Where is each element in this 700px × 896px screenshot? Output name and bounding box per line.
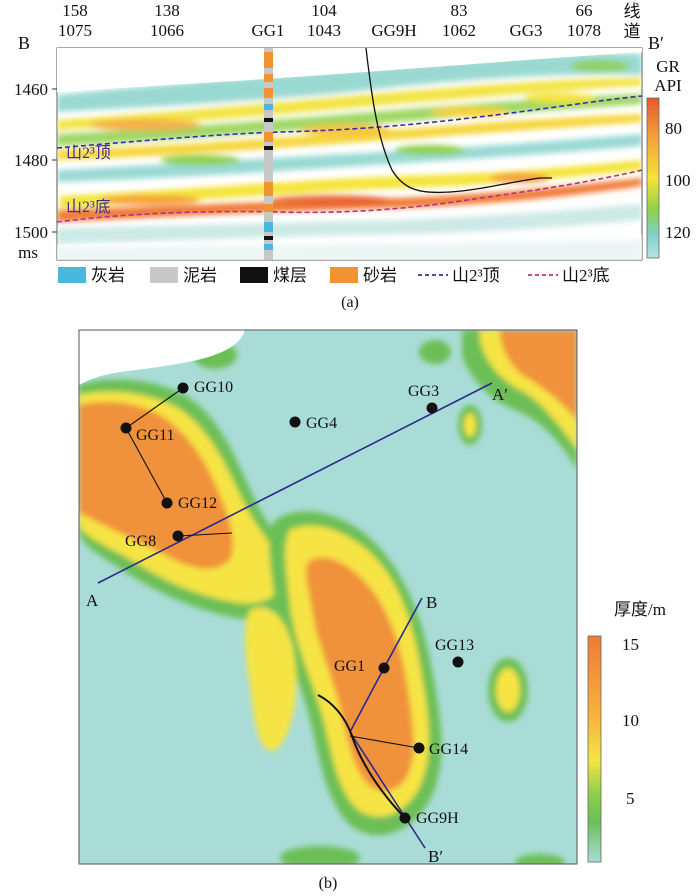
well-label-gg9h: GG9H [371,21,416,40]
trace-top-label: 83 [451,1,468,20]
panel-b: GG10 GG11 GG12 GG8 GG4 GG3 GG1 GG13 GG14… [78,329,666,892]
legend-swatch [240,267,268,283]
lithology-legend: 灰岩 泥岩 煤层 砂岩 山2³顶 山2³底 [58,266,610,285]
thickness-colorbar-tick: 10 [622,711,639,730]
thickness-colorbar-tick: 15 [622,635,639,654]
gr-colorbar-unit: API [654,76,682,95]
gg14-trajectory [349,735,420,749]
well-marker [378,662,390,674]
section-line-aa [97,382,493,584]
well-marker [413,742,425,754]
well-marker [399,812,411,824]
gg9h-trajectory-map [317,694,406,819]
thickness-map [79,330,577,864]
thickness-colorbar [587,635,602,863]
thickness-colorbar-tick: 5 [626,789,635,808]
well-label: GG11 [136,427,175,444]
gr-colorbar-tick: 100 [665,171,691,190]
horizon-bottom-line [57,169,642,223]
well-marker [426,402,438,414]
legend-label: 山2³底 [562,266,610,285]
section-right-label: B′ [648,33,664,53]
trace-bottom-label: 1062 [442,21,476,40]
y-tick-label: 1500 [14,223,48,242]
legend-label: 砂岩 [363,266,397,285]
horizon-top-line [57,95,642,149]
seismic-section [57,48,642,260]
legend-label: 煤层 [273,266,307,285]
section-left-label: B [18,33,30,53]
well-label: GG13 [435,637,474,654]
section-end-a-prime: A′ [492,385,508,404]
well-label: GG9H [416,810,459,827]
gr-colorbar-tick: 80 [665,119,682,138]
well-marker [120,422,132,434]
caption-b: (b) [319,875,338,892]
trace-bottom-label: 1078 [567,21,601,40]
well-label: GG1 [334,658,365,675]
horizon-bottom-label: 山2³底 [66,198,111,216]
well-marker [452,656,464,668]
trace-bottom-label: 1066 [150,21,184,40]
trace-bottom-label: 1043 [307,21,341,40]
y-tick-label: 1480 [14,151,48,170]
legend-label: 灰岩 [91,266,125,285]
map-frame [78,329,578,865]
gr-colorbar [646,97,660,259]
section-end-b-prime: B′ [428,847,443,866]
well-marker [172,530,184,542]
well-label-gg1: GG1 [251,21,284,40]
section-line-bb [383,597,423,669]
well-label: GG10 [194,379,233,396]
trace-bottom-label: 1075 [58,21,92,40]
line-label-1: 线 [624,2,641,21]
trace-top-label: 158 [62,1,88,20]
caption-a: (a) [341,294,359,311]
well-label-gg3: GG3 [509,21,542,40]
trace-top-label: 104 [311,1,337,20]
legend-label: 泥岩 [183,266,217,285]
panel-a: B B′ 158 1075 138 1066 GG1 104 1043 GG9H… [14,1,691,311]
y-unit-label: ms [18,243,38,262]
legend-label: 山2³顶 [452,266,500,285]
well-marker [177,382,189,394]
well-label: GG4 [306,415,337,432]
gr-colorbar-title: GR [656,57,680,76]
well-marker [289,416,301,428]
well-label: GG3 [408,383,439,400]
trace-top-label: 138 [154,1,180,20]
legend-swatch [150,267,178,283]
y-tick-label: 1460 [14,80,48,99]
gr-colorbar-tick: 120 [665,223,691,242]
well-label: GG8 [125,533,156,550]
well-marker [161,497,173,509]
gg9h-trajectory [365,48,552,194]
horizon-top-label: 山2³顶 [66,144,111,162]
section-end-a: A [86,591,99,610]
well-label: GG12 [178,495,217,512]
line-label-2: 道 [624,22,641,41]
well-label: GG14 [429,741,468,758]
section-end-b: B [426,593,437,612]
trace-top-label: 66 [576,1,593,20]
gg1-lithology-log [264,48,273,260]
legend-swatch [58,267,86,283]
thickness-colorbar-title: 厚度/m [614,600,666,619]
legend-swatch [330,267,358,283]
gg8-trajectory [177,532,233,537]
